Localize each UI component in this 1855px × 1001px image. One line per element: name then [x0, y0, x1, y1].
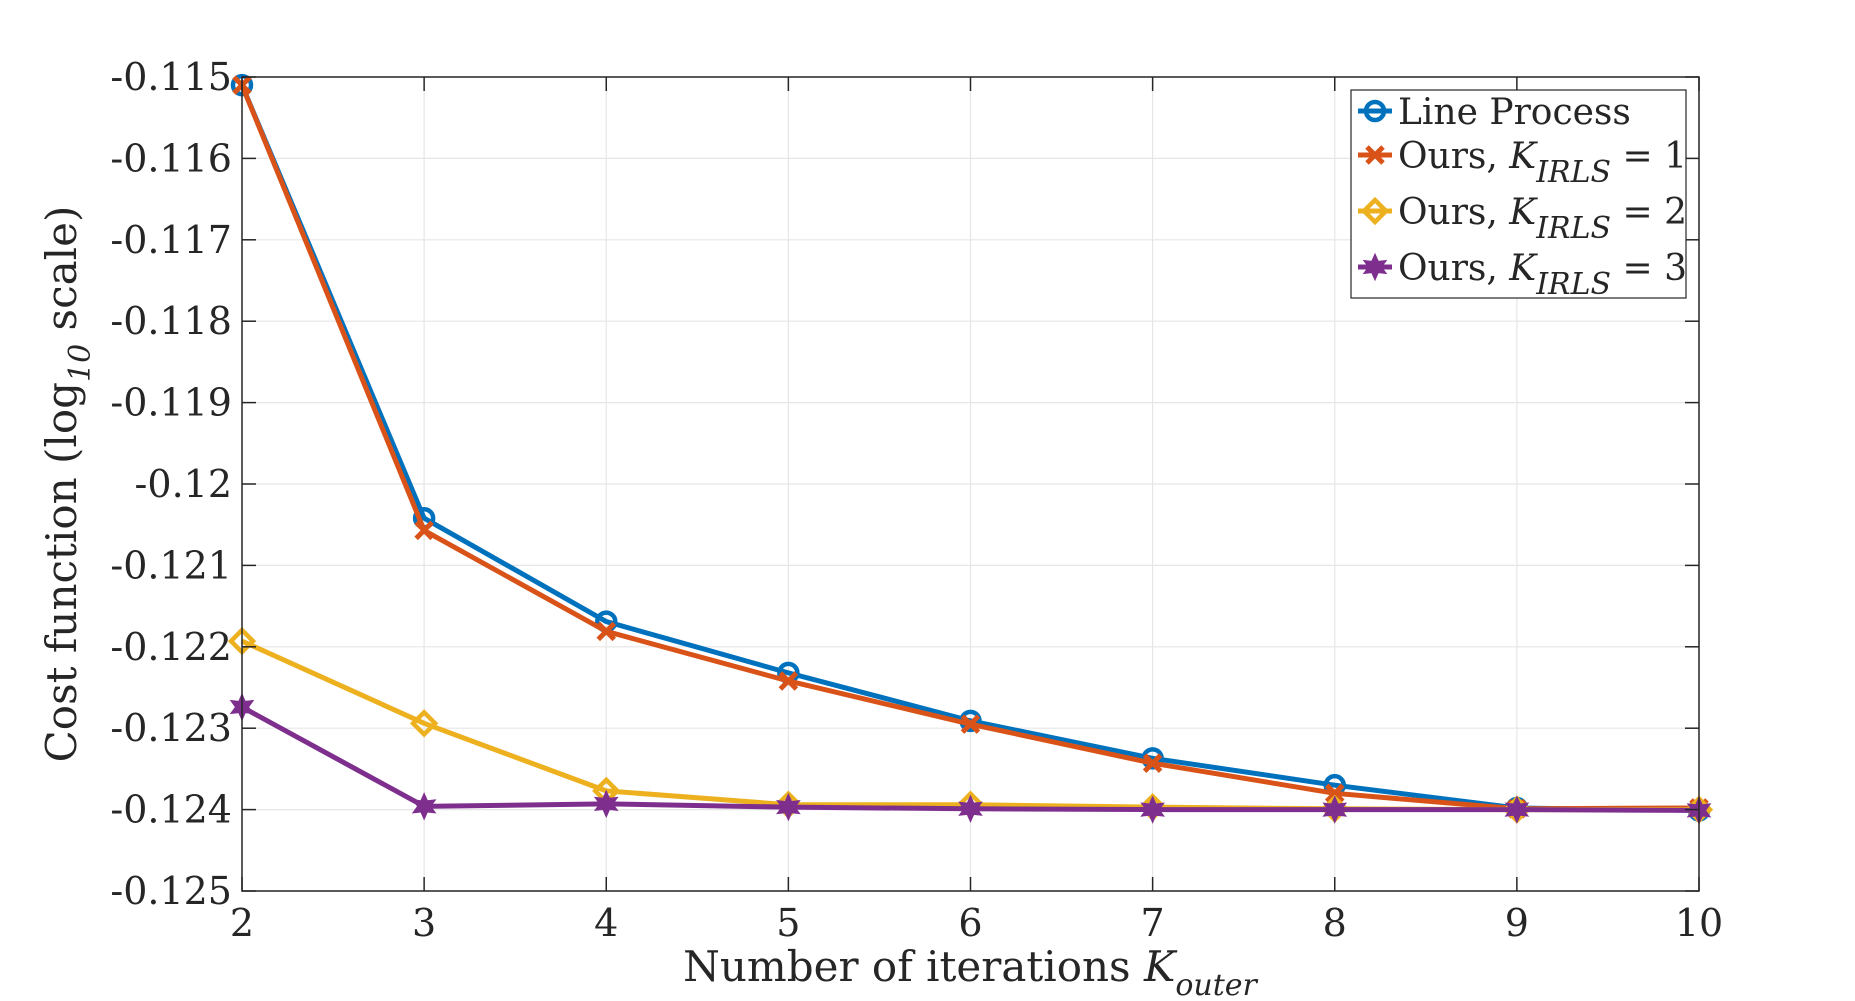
legend-label-prefix: Ours, — [1398, 136, 1509, 177]
y-axis-label-sub: 10 — [63, 344, 98, 382]
data-point-marker — [1142, 753, 1163, 773]
legend-label-suffix: = 1 — [1611, 136, 1687, 177]
legend-item-3: Ours, KIRLS = 2 — [1358, 192, 1687, 246]
legend-item-1: Line Process — [1358, 92, 1631, 133]
data-point-marker — [1141, 747, 1164, 770]
y-tick-label: -0.117 — [110, 218, 232, 262]
x-axis-label-sub: outer — [1175, 968, 1258, 1001]
y-tick-label: -0.12 — [135, 462, 232, 506]
x-axis-label-var: K — [1143, 942, 1178, 991]
x-tick-label: 8 — [1323, 901, 1347, 945]
data-point-marker — [958, 794, 983, 824]
x-axis-label: Number of iterations Kouter — [683, 942, 1258, 1001]
legend-label: Ours, KIRLS = 1 — [1398, 136, 1687, 190]
marker-stroke — [778, 671, 799, 691]
x-tick-label: 10 — [1675, 901, 1723, 945]
data-point-marker — [1324, 783, 1345, 804]
legend-marker — [1362, 252, 1388, 282]
data-point-marker — [411, 792, 437, 821]
y-tick-labels: -0.115 -0.116 -0.117 -0.118 -0.119 -0.12 -0.12… — [110, 55, 232, 913]
marker-stroke — [414, 520, 434, 541]
x-tick-label: 4 — [594, 901, 618, 945]
y-tick-label: -0.121 — [110, 543, 232, 587]
data-point-marker — [1322, 795, 1348, 824]
y-tick-label: -0.116 — [110, 136, 232, 180]
axis-ticks — [241, 76, 1700, 892]
legend-item-4: Ours, KIRLS = 3 — [1358, 248, 1687, 302]
y-tick-label: -0.119 — [110, 381, 232, 425]
data-point-marker — [776, 792, 801, 822]
x-tick-label: 3 — [412, 901, 436, 945]
marker-stroke — [1365, 145, 1385, 165]
legend-label: Line Process — [1398, 92, 1631, 133]
y-axis-label-main: Cost function (log — [37, 382, 86, 762]
data-point-marker — [409, 709, 439, 738]
y-axis-label-suffix: scale) — [37, 206, 86, 344]
y-tick-label: -0.125 — [110, 869, 232, 913]
legend-marker — [1360, 196, 1390, 226]
x-tick-label: 6 — [958, 901, 982, 945]
legend-label-suffix: = 3 — [1611, 248, 1687, 289]
legend-label-sub: IRLS — [1535, 267, 1611, 302]
legend-label-sub: IRLS — [1535, 211, 1611, 246]
marker-stroke — [1142, 753, 1163, 773]
y-tick-label: -0.124 — [110, 788, 232, 832]
data-point-marker — [778, 671, 799, 691]
marker-stroke — [596, 621, 617, 642]
legend-label-prefix: Ours, — [1398, 192, 1509, 233]
legend-label-var: K — [1508, 248, 1538, 289]
series-4 — [229, 692, 1712, 825]
marker-stroke — [1324, 783, 1345, 804]
data-point-marker — [960, 714, 981, 734]
legend-item-2: Ours, KIRLS = 1 — [1358, 136, 1687, 190]
marker-stroke — [960, 714, 981, 734]
data-point-marker — [596, 621, 617, 642]
x-tick-labels: 2 3 4 5 6 7 8 9 10 — [230, 901, 1723, 945]
y-tick-label: -0.118 — [110, 299, 232, 343]
data-point-marker — [1140, 795, 1165, 824]
x-tick-label: 2 — [230, 901, 254, 945]
y-tick-label: -0.122 — [110, 625, 232, 669]
legend-label: Ours, KIRLS = 2 — [1398, 192, 1687, 246]
data-point-marker — [1504, 795, 1530, 824]
legend-label-sub: IRLS — [1535, 155, 1611, 190]
legend-marker — [1363, 99, 1387, 123]
legend-label-var: K — [1508, 192, 1538, 233]
legend-marker — [1365, 145, 1385, 165]
y-tick-label: -0.115 — [110, 55, 232, 99]
legend-label-suffix: = 2 — [1611, 192, 1687, 233]
legend-label-prefix: Ours, — [1398, 248, 1509, 289]
data-point-marker — [593, 789, 619, 819]
series-group — [227, 73, 1714, 825]
legend-box — [1350, 89, 1687, 299]
legend-label-prefix: Line Process — [1398, 92, 1631, 133]
x-tick-label: 9 — [1505, 901, 1529, 945]
x-axis-label-main: Number of iterations — [683, 942, 1144, 991]
data-point-marker — [414, 520, 434, 541]
x-tick-label: 5 — [776, 901, 800, 945]
y-axis-label: Cost function (log10 scale) — [37, 206, 98, 763]
legend-label-var: K — [1508, 136, 1538, 177]
y-tick-label: -0.123 — [110, 706, 232, 750]
legend-label: Ours, KIRLS = 3 — [1398, 248, 1687, 302]
x-tick-label: 7 — [1141, 901, 1165, 945]
